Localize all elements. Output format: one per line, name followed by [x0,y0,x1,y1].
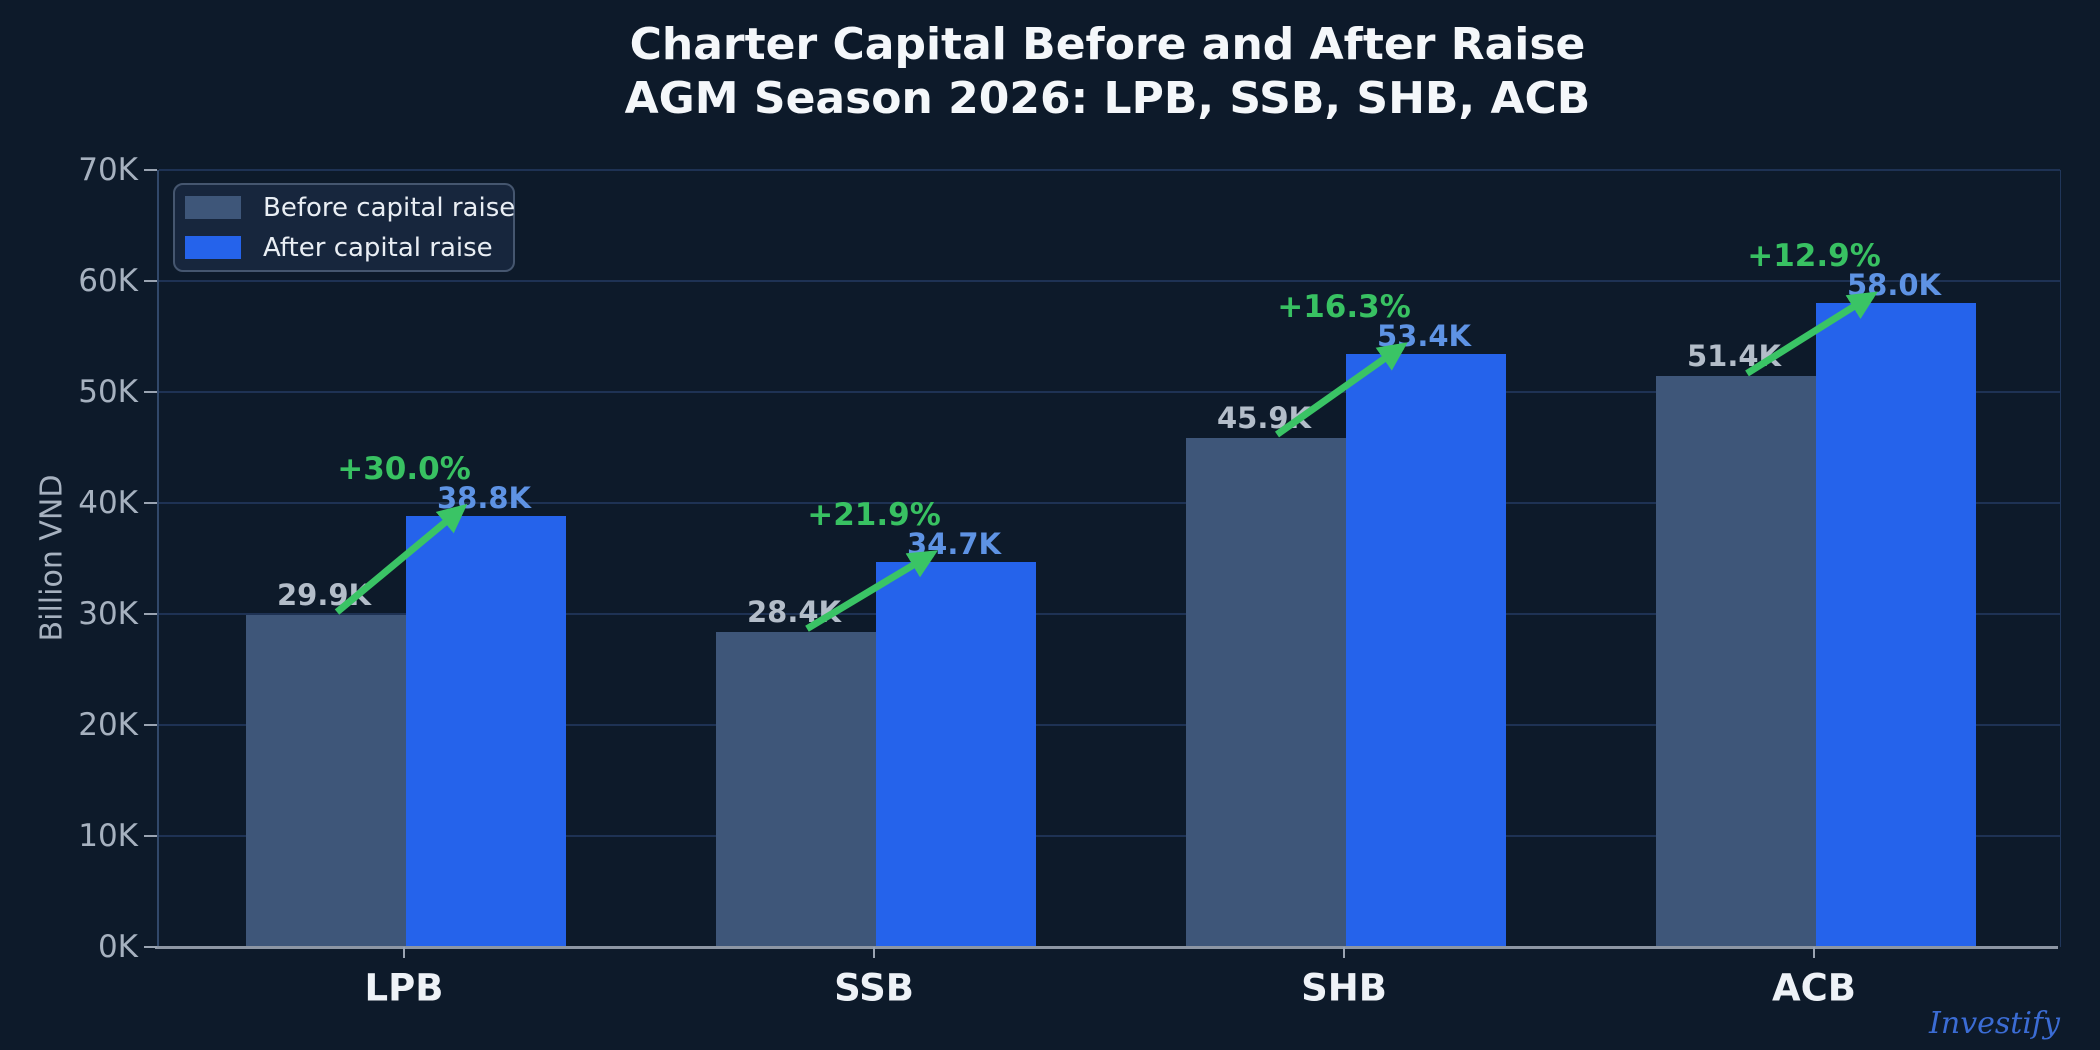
gridline-30K [159,613,2060,615]
value-label-before-LPB: 29.9K [276,578,372,613]
bar-after-SHB [1346,354,1506,947]
gridline-50K [159,391,2060,393]
plot-area [157,169,2061,947]
y-tick-label: 70K [78,152,138,188]
y-tick-label: 40K [78,485,138,521]
pct-change-label-ACB: +12.9% [1747,238,1881,275]
value-label-before-SSB: 28.4K [746,594,842,629]
x-category-label-SHB: SHB [1301,966,1387,1010]
x-axis-line [155,946,2058,949]
watermark-investify: Investify [1929,1006,2060,1041]
gridline-70K [159,169,2060,171]
y-tick-mark [144,502,157,504]
x-tick-mark [403,947,405,958]
bar-before-SSB [716,631,876,947]
legend-swatch-after [185,236,241,259]
pct-change-label-SSB: +21.9% [807,496,941,533]
x-category-label-ACB: ACB [1772,966,1856,1010]
legend-label-before: Before capital raise [263,192,516,223]
chart-title-line2: AGM Season 2026: LPB, SSB, SHB, ACB [624,72,1591,124]
chart-title-line1: Charter Capital Before and After Raise [629,19,1586,70]
bar-before-LPB [246,615,406,947]
y-tick-mark [144,946,157,948]
bar-before-ACB [1656,376,1816,947]
x-tick-mark [1343,947,1345,958]
y-tick-mark [144,280,157,282]
pct-change-label-LPB: +30.0% [337,451,471,488]
chart-title: Charter Capital Before and After Raise A… [157,18,2058,125]
legend-swatch-before [185,196,241,219]
value-label-before-SHB: 45.9K [1216,400,1312,435]
y-tick-mark [144,835,157,837]
y-tick-label: 20K [78,707,138,743]
y-tick-label: 60K [78,263,138,299]
y-tick-label: 30K [78,596,138,632]
x-tick-mark [873,947,875,958]
y-tick-label: 0K [97,929,138,965]
value-label-before-ACB: 51.4K [1686,339,1782,374]
gridline-10K [159,835,2060,837]
y-tick-mark [144,169,157,171]
y-tick-mark [144,613,157,615]
y-tick-mark [144,724,157,726]
gridline-60K [159,280,2060,282]
x-category-label-LPB: LPB [364,966,444,1010]
legend: Before capital raise After capital raise [173,183,515,272]
pct-change-label-SHB: +16.3% [1277,289,1411,326]
gridline-20K [159,724,2060,726]
bar-after-SSB [876,561,1036,947]
y-tick-label: 10K [78,818,138,854]
y-tick-label: 50K [78,374,138,410]
x-tick-mark [1813,947,1815,958]
y-tick-mark [144,391,157,393]
bar-before-SHB [1186,437,1346,947]
bar-after-LPB [406,516,566,947]
bar-after-ACB [1816,303,1976,947]
legend-row-after: After capital raise [185,233,503,263]
x-category-label-SSB: SSB [834,966,914,1010]
legend-label-after: After capital raise [263,232,493,263]
gridline-40K [159,502,2060,504]
legend-row-before: Before capital raise [185,193,515,223]
